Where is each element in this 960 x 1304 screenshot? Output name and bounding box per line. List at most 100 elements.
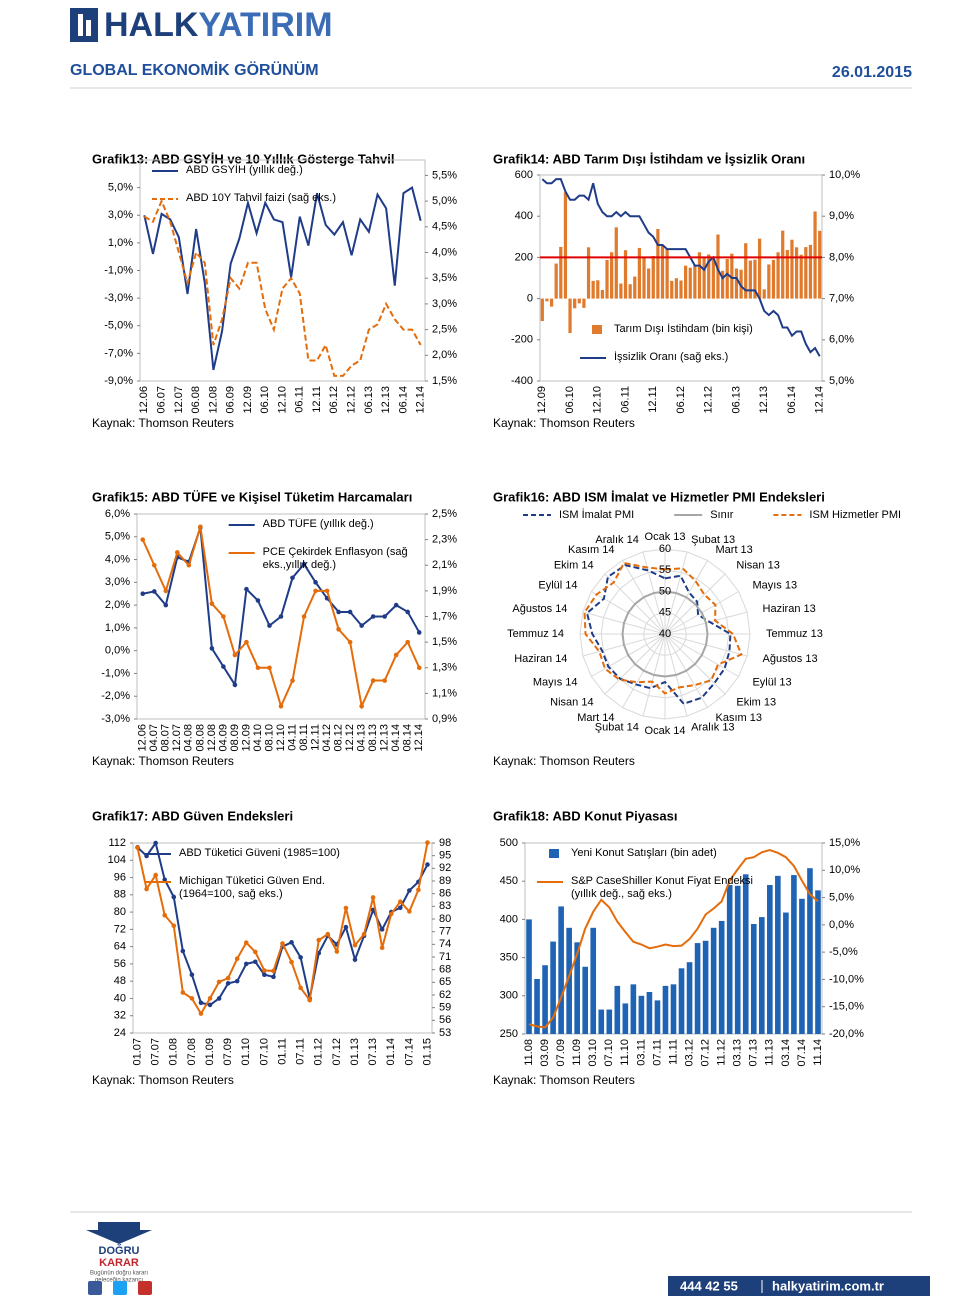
legend-label-box: ABD Tüketici Güveni (1985=100) xyxy=(179,847,340,859)
plot-frame xyxy=(539,174,823,382)
point xyxy=(397,899,403,904)
bar xyxy=(590,927,597,1034)
x-tick-label: 03.14 xyxy=(780,1039,792,1067)
website[interactable]: halkyatirim.com.tr xyxy=(772,1278,884,1293)
y-tick-label: 96 xyxy=(114,871,126,883)
y-tick-label: 64 xyxy=(114,941,126,953)
bar xyxy=(804,247,808,299)
x-tick-label: 08.10 xyxy=(263,724,275,752)
social-icon[interactable] xyxy=(113,1281,127,1295)
point xyxy=(405,639,411,645)
bar xyxy=(710,927,717,1034)
y2-tick-label: 15,0% xyxy=(829,837,860,849)
x-tick-label: 01.07 xyxy=(131,1038,143,1066)
x-tick-label: 12.12 xyxy=(344,724,356,752)
category-label: Haziran 14 xyxy=(514,653,567,665)
x-tick-label: 12.10 xyxy=(592,386,604,414)
point xyxy=(153,872,158,878)
x-tick-label: 03.13 xyxy=(732,1039,744,1067)
chart-source: Kaynak: Thomson Reuters xyxy=(92,416,234,430)
bar xyxy=(807,868,813,1034)
point xyxy=(343,924,349,930)
point xyxy=(163,588,169,594)
legend-swatch xyxy=(592,325,602,334)
category-label: Haziran 13 xyxy=(763,603,816,615)
point xyxy=(151,589,157,594)
x-tick-label: 12.11 xyxy=(309,724,321,751)
point xyxy=(336,609,341,615)
x-tick-label: 06.13 xyxy=(363,386,375,414)
y-tick-label: -1,0% xyxy=(101,667,130,679)
y-tick-label: 0 xyxy=(527,293,533,305)
point xyxy=(243,940,249,945)
point xyxy=(352,942,358,948)
social-icon[interactable] xyxy=(88,1281,102,1295)
point xyxy=(144,886,149,892)
x-tick-label: 12.07 xyxy=(173,386,185,414)
r-tick-label: 40 xyxy=(659,628,671,640)
bar xyxy=(573,298,577,309)
point xyxy=(198,524,203,530)
point xyxy=(416,665,422,671)
bar xyxy=(619,283,623,299)
point xyxy=(289,940,294,945)
bar xyxy=(577,298,581,304)
legend-label: Michigan Tüketici Güven End.(1964=100, s… xyxy=(179,875,325,900)
bar xyxy=(694,943,701,1034)
point xyxy=(416,887,421,893)
logo: HALKYATIRIM xyxy=(70,6,333,44)
bar xyxy=(734,268,739,299)
bar xyxy=(638,995,645,1034)
radar-line xyxy=(583,561,743,695)
phone[interactable]: 444 42 55 xyxy=(680,1278,738,1293)
bar xyxy=(758,917,765,1034)
x-tick-label: 06.13 xyxy=(730,386,742,414)
bar xyxy=(674,278,678,299)
point xyxy=(198,1011,204,1016)
bar xyxy=(762,289,766,299)
legend-label-box: ABD GSYİH (yıllık değ.) xyxy=(186,164,303,176)
y-tick-label: 450 xyxy=(500,875,518,887)
y-tick-label: -3,0% xyxy=(104,292,133,304)
y2-tick-label: 77 xyxy=(439,926,451,938)
bar xyxy=(600,289,605,299)
point xyxy=(343,905,349,911)
category-label: Ekim 14 xyxy=(554,559,594,571)
point xyxy=(198,1000,204,1006)
chart-title: Grafik16: ABD ISM İmalat ve Hizmetler PM… xyxy=(493,489,825,504)
y-tick-label: -200 xyxy=(511,334,533,346)
y-tick-label: 600 xyxy=(515,169,533,181)
x-tick-label: 12.09 xyxy=(536,386,548,414)
bar xyxy=(783,912,789,1034)
y2-tick-label: 89 xyxy=(439,875,451,887)
bar xyxy=(542,965,548,1034)
bar xyxy=(702,940,709,1034)
x-tick-label: 06.10 xyxy=(564,386,576,414)
y-tick-label: -5,0% xyxy=(104,320,133,332)
bar xyxy=(776,252,780,299)
point xyxy=(162,877,168,883)
point xyxy=(255,598,261,603)
social-icon[interactable] xyxy=(138,1281,152,1295)
bar xyxy=(540,298,544,322)
y2-tick-label: -15,0% xyxy=(829,1001,864,1013)
bar xyxy=(563,192,568,299)
point xyxy=(216,996,222,1001)
x-tick-label: 03.09 xyxy=(539,1039,551,1067)
point xyxy=(393,652,399,658)
x-tick-label: 12.06 xyxy=(138,386,150,414)
x-tick-label: 08.13 xyxy=(367,724,379,752)
legend-label: ISM Hizmetler PMI xyxy=(809,509,901,521)
y-tick-label: 3,0% xyxy=(105,576,130,588)
radar-line xyxy=(585,564,732,705)
bar xyxy=(791,875,797,1034)
x-tick-label: 01.11 xyxy=(276,1038,288,1065)
point xyxy=(370,678,376,683)
y-tick-label: 200 xyxy=(515,251,533,263)
bar xyxy=(742,874,749,1034)
x-tick-label: 01.09 xyxy=(204,1038,216,1066)
y2-tick-label: 8,0% xyxy=(829,251,854,263)
x-tick-label: 04.07 xyxy=(148,724,160,752)
point xyxy=(301,561,307,567)
x-tick-label: 11.13 xyxy=(764,1039,776,1066)
